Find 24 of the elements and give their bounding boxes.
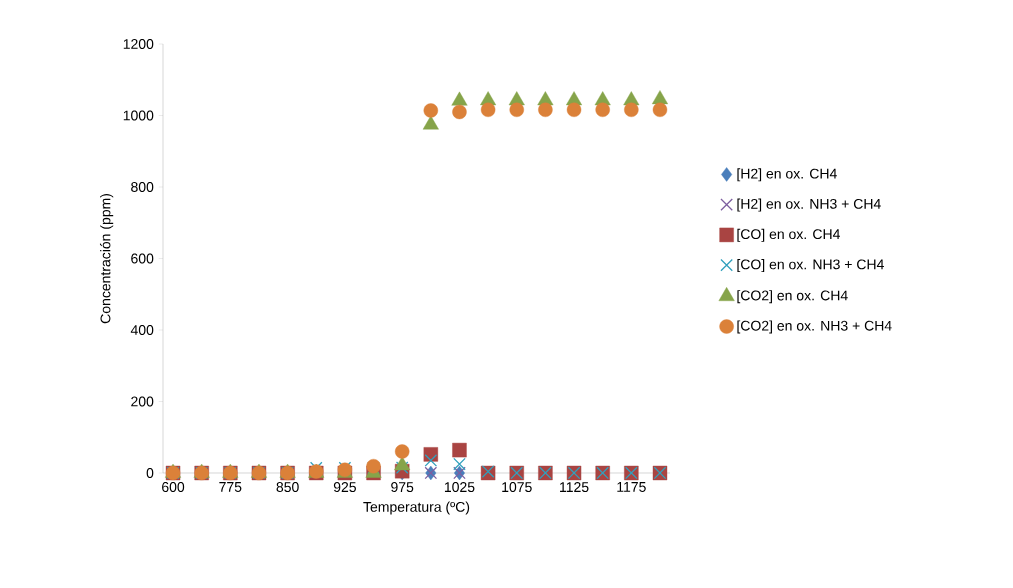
- x-axis-title: Temperatura (ºC): [363, 501, 470, 515]
- y-tick-label: 0: [146, 468, 154, 478]
- y-tick-label: 1000: [123, 110, 154, 121]
- legend-label: [CO] en ox. NH3 + CH4: [737, 259, 884, 273]
- legend-label: [H2] en ox. NH3 + CH4: [737, 198, 881, 212]
- legend-label: [CO2] en ox. NH3 + CH4: [737, 320, 892, 334]
- x-tick-label: 600: [162, 482, 185, 493]
- x-tick-label: 775: [219, 482, 242, 492]
- y-axis-title: Concentración (ppm): [99, 194, 114, 324]
- legend-label: [H2] en ox. CH4: [737, 168, 837, 182]
- x-tick-label: 1175: [617, 482, 646, 492]
- x-tick-label: 1125: [560, 482, 589, 493]
- y-tick-label: 400: [130, 325, 154, 335]
- legend-label: [CO] en ox. CH4: [737, 228, 840, 242]
- x-tick-label: 925: [333, 482, 356, 493]
- y-tick-label: 600: [131, 253, 154, 264]
- x-tick-label: 1075: [502, 482, 532, 493]
- y-tick-label: 1200: [123, 39, 154, 49]
- x-tick-label: 850: [276, 482, 299, 493]
- y-tick-label: 200: [131, 396, 154, 407]
- x-tick-label: 1025: [444, 482, 475, 493]
- y-tick-label: 800: [131, 182, 154, 192]
- legend-label: [CO2] en ox. CH4: [737, 290, 848, 304]
- x-tick-label: 975: [391, 482, 414, 493]
